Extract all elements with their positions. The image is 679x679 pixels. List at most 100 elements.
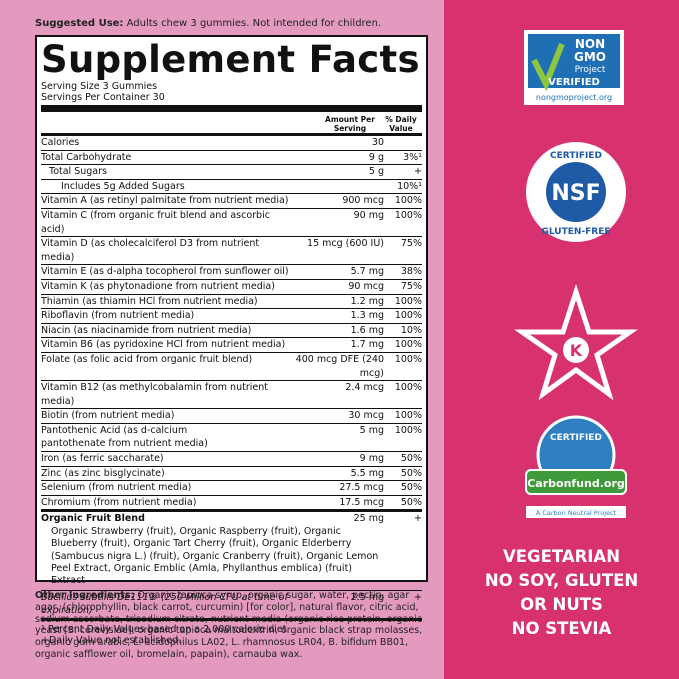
other-ingredients-text: Organic tapioca syrup, organic sugar, wa… bbox=[35, 590, 423, 660]
nutrient-dv: 50% bbox=[400, 453, 422, 465]
nutrient-amount: 5.5 mg bbox=[350, 467, 384, 479]
nutrient-row: Vitamin E (as d-alpha tocopherol from su… bbox=[41, 265, 422, 280]
nutrient-name: Calories bbox=[41, 137, 80, 148]
nutrient-dv: 3%¹ bbox=[403, 151, 422, 163]
nutrient-name: Folate (as folic acid from organic fruit… bbox=[41, 353, 253, 365]
nutrient-row: Zinc (as zinc bisglycinate) 5.5 mg 50% bbox=[41, 467, 422, 482]
nutrient-dv: 100% bbox=[394, 209, 422, 221]
nutrient-name: Zinc (as zinc bisglycinate) bbox=[41, 467, 165, 479]
nutrient-row: Total Carbohydrate 9 g 3%¹ bbox=[41, 151, 422, 166]
non-gmo-text: NON bbox=[575, 37, 605, 51]
nutrient-dv: 50% bbox=[400, 496, 422, 508]
nutrient-amount: 900 mcg bbox=[342, 195, 384, 207]
non-gmo-text: VERIFIED bbox=[548, 77, 600, 88]
kosher-circle bbox=[563, 337, 589, 363]
nutrient-dv: 100% bbox=[394, 382, 422, 394]
nutrient-row: Vitamin C (from organic fruit blend and … bbox=[41, 209, 422, 238]
nutrient-name: Biotin (from nutrient media) bbox=[41, 410, 175, 422]
kosher-mark: K bbox=[570, 341, 583, 360]
nutrient-name: Vitamin D (as cholecalciferol D3 from nu… bbox=[41, 238, 260, 263]
nutrient-dv: 100% bbox=[394, 195, 422, 207]
suggested-use: Suggested Use: Adults chew 3 gummies. No… bbox=[35, 18, 381, 29]
probiotic-amount: 2.5 mg bbox=[350, 591, 384, 603]
nutrient-amount: 5.7 mg bbox=[350, 266, 384, 278]
header-amount: Amount Per Serving bbox=[325, 115, 375, 133]
nutrient-dv: 75% bbox=[400, 280, 422, 292]
carbonfund-band bbox=[525, 469, 627, 495]
blend-dv: + bbox=[414, 513, 422, 525]
nutrient-name: Vitamin C (from organic fruit blend and … bbox=[41, 209, 270, 235]
nutrient-row: Niacin (as niacinamide from nutrient med… bbox=[41, 324, 422, 339]
spacer bbox=[294, 180, 384, 194]
nutrient-dv: 100% bbox=[394, 295, 422, 307]
nutrient-dv: 50% bbox=[400, 482, 422, 494]
column-header: Amount Per Serving % Daily Value bbox=[41, 112, 422, 136]
nutrient-row: Vitamin K (as phytonadione from nutrient… bbox=[41, 280, 422, 295]
nutrient-row: Vitamin D (as cholecalciferol D3 from nu… bbox=[41, 237, 422, 266]
other-ingredients: Other Ingredients: Organic tapioca syrup… bbox=[35, 590, 430, 661]
nutrient-amount: 2.4 mcg bbox=[345, 382, 384, 394]
nutrient-dv: 10% bbox=[400, 324, 422, 336]
nutrient-row: Calories 30 bbox=[41, 136, 422, 151]
claim: NO STEVIA bbox=[511, 619, 612, 638]
nutrient-name: Vitamin A (as retinyl palmitate from nut… bbox=[41, 195, 289, 207]
footnote: ¹ Percent Daily Values based on a 2,000 … bbox=[41, 623, 290, 635]
nutrient-row: Total Sugars 5 g + bbox=[41, 165, 422, 180]
nsf-text: GLUTEN-FREE bbox=[541, 227, 610, 237]
serving-size: Serving Size 3 Gummies bbox=[41, 81, 158, 92]
nutrient-dv: 10%¹ bbox=[397, 180, 422, 192]
nsf-mark: NSF bbox=[551, 181, 600, 206]
nutrient-dv: 100% bbox=[394, 310, 422, 322]
carbonfund-text: CERTIFIED bbox=[550, 433, 602, 443]
nutrient-name: Niacin (as niacinamide from nutrient med… bbox=[41, 324, 252, 336]
header-dv: % Daily Value bbox=[385, 115, 417, 133]
facts-title: Supplement Facts bbox=[41, 38, 420, 81]
nutrient-name: Iron (as ferric saccharate) bbox=[41, 453, 164, 465]
nutrient-row: Riboflavin (from nutrient media) 1.3 mg 10… bbox=[41, 309, 422, 324]
blend-description: Organic Strawberry (fruit), Organic Rasp… bbox=[41, 526, 422, 591]
non-gmo-text: GMO bbox=[574, 50, 606, 64]
nsf-text: CERTIFIED bbox=[550, 151, 602, 161]
nutrient-name: Thiamin (as thiamin HCl from nutrient me… bbox=[41, 295, 258, 307]
nutrient-amount: 1.2 mg bbox=[350, 295, 384, 307]
blend-row: Organic Fruit Blend 25 mg + bbox=[41, 512, 422, 526]
blend-name: Organic Fruit Blend bbox=[41, 513, 145, 525]
probiotic-row: Bacillus subtilis DE111® (250 Million CF… bbox=[41, 591, 422, 621]
nsf-core bbox=[546, 162, 606, 222]
non-gmo-url: nongmoproject.org bbox=[536, 93, 612, 102]
nutrient-amount: 400 mcg DFE (240 mcg) bbox=[295, 353, 384, 379]
nutrient-dv: 38% bbox=[400, 266, 422, 278]
nutrient-row: Chromium (from nutrient media) 17.5 mcg 50… bbox=[41, 496, 422, 511]
other-ingredients-label: Other Ingredients: bbox=[35, 590, 135, 601]
nutrient-amount: 30 bbox=[371, 137, 384, 148]
nutrient-row: Vitamin A (as retinyl palmitate from nut… bbox=[41, 194, 422, 209]
nutrient-name: Total Sugars bbox=[49, 166, 107, 178]
nutrient-row: Biotin (from nutrient media) 30 mcg 100% bbox=[41, 409, 422, 424]
nutrient-name: Chromium (from nutrient media) bbox=[41, 496, 197, 508]
claim: VEGETARIAN bbox=[502, 547, 621, 566]
footnote: +Daily Value not established. bbox=[41, 634, 182, 646]
suggested-use-label: Suggested Use: bbox=[35, 18, 124, 29]
nutrient-name: Vitamin K (as phytonadione from nutrient… bbox=[41, 280, 275, 292]
kosher-star bbox=[514, 283, 638, 401]
claim: NO SOY, GLUTEN bbox=[484, 571, 639, 590]
badges: NON GMO Project VERIFIED nongmoproject.o… bbox=[514, 30, 638, 518]
nutrient-amount: 5 g bbox=[368, 166, 384, 178]
nutrient-amount: 30 mcg bbox=[348, 410, 384, 422]
nutrient-row: Iron (as ferric saccharate) 9 mg 50% bbox=[41, 452, 422, 467]
nutrient-name: Selenium (from nutrient media) bbox=[41, 482, 192, 494]
suggested-use-text: Adults chew 3 gummies. Not intended for … bbox=[126, 18, 382, 29]
claim: OR NUTS bbox=[520, 595, 603, 614]
nutrient-amount: 90 mcg bbox=[348, 280, 384, 292]
probiotic-name: Bacillus subtilis DE111® (250 Million CF… bbox=[41, 591, 288, 617]
blend-amount: 25 mg bbox=[353, 513, 384, 525]
nutrient-row: Pantothenic Acid (as d-calcium pantothen… bbox=[41, 424, 422, 453]
nutrient-row: Selenium (from nutrient media) 27.5 mcg 50… bbox=[41, 481, 422, 496]
divider bbox=[41, 509, 422, 513]
nutrient-amount: 17.5 mcg bbox=[339, 496, 384, 508]
nutrient-amount: 1.3 mg bbox=[350, 310, 384, 322]
nutrient-amount: 1.7 mg bbox=[350, 339, 384, 351]
nutrient-name: Pantothenic Acid (as d-calcium pantothen… bbox=[41, 424, 208, 450]
carbonfund-tagline: A Carbon Neutral Project bbox=[536, 509, 617, 517]
